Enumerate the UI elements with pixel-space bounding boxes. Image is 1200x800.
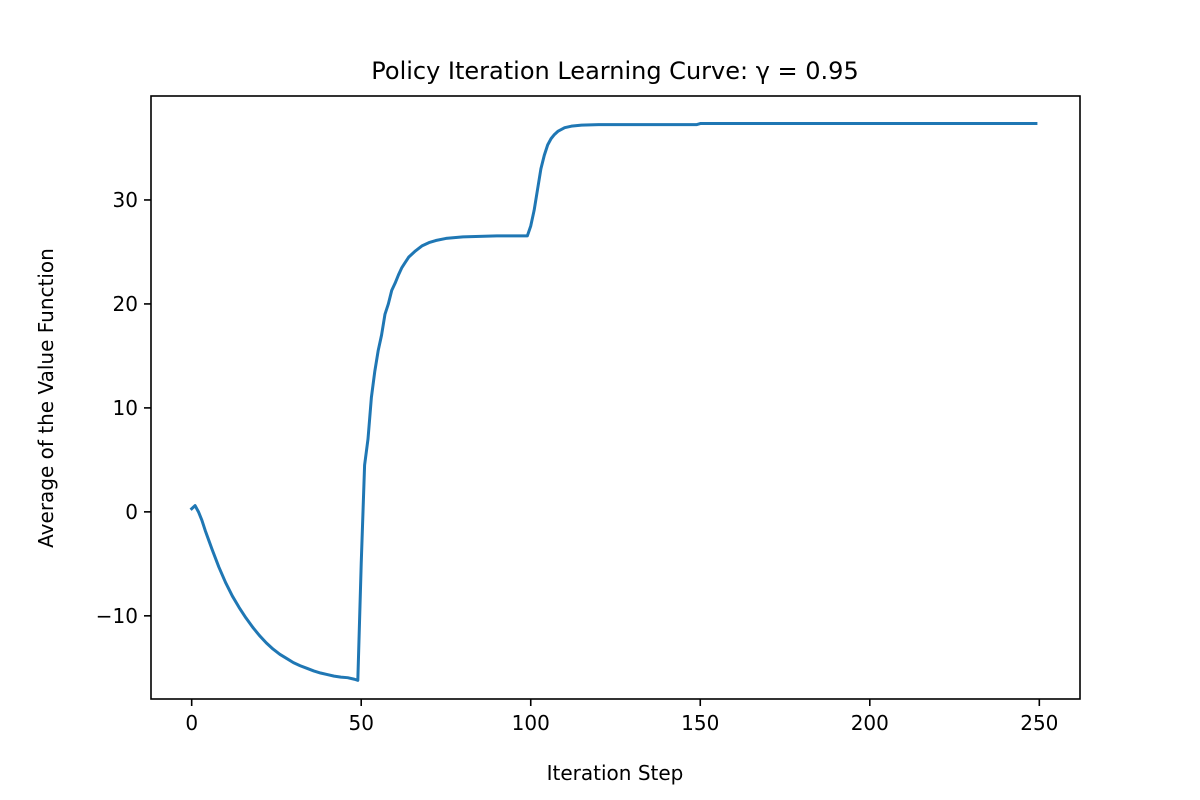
y-tick-label: −10 [96, 604, 138, 628]
y-axis-label: Average of the Value Function [34, 248, 58, 548]
y-axis-ticks: −10 0 10 20 30 [96, 188, 151, 628]
y-tick-label: 20 [113, 292, 138, 316]
x-tick-label: 50 [348, 711, 373, 735]
x-axis-ticks: 0 50 100 150 200 250 [185, 699, 1058, 735]
x-tick-label: 200 [851, 711, 889, 735]
x-tick-label: 0 [185, 711, 198, 735]
series-line-0 [189, 122, 1038, 682]
x-tick-label: 250 [1020, 711, 1058, 735]
chart-title: Policy Iteration Learning Curve: γ = 0.9… [371, 57, 858, 85]
y-tick-label: 30 [113, 188, 138, 212]
y-tick-label: 10 [113, 396, 138, 420]
plot-area [189, 122, 1038, 682]
x-tick-label: 100 [512, 711, 550, 735]
x-axis-label: Iteration Step [547, 761, 684, 785]
x-tick-label: 150 [681, 711, 719, 735]
axes-frame [150, 95, 1081, 700]
y-tick-label: 0 [125, 500, 138, 524]
